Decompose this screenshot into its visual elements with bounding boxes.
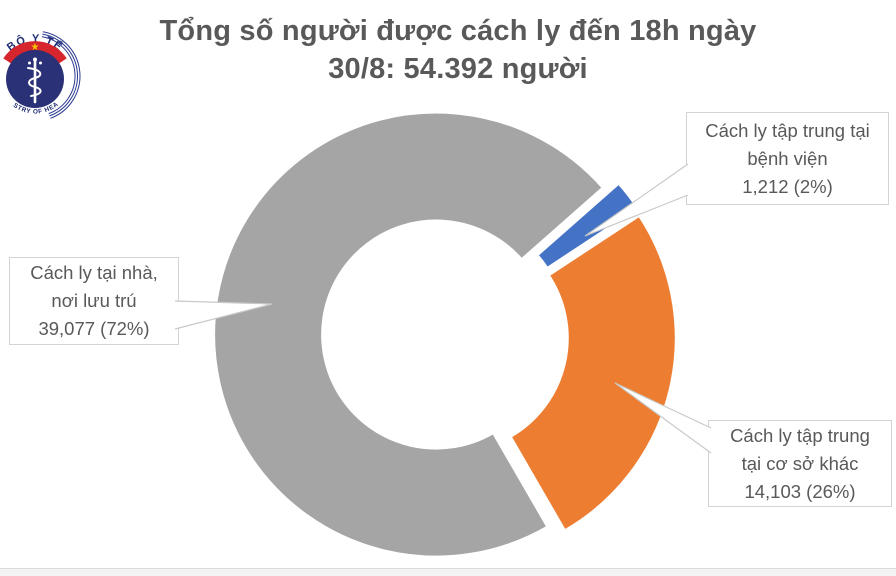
label-benh-vien-line2: bệnh viện [747,147,828,169]
logo-star-icon: ★ [31,42,40,53]
chart-title-line1: Tổng số người được cách ly đến 18h ngày [159,15,757,47]
label-nha-value: 39,077 (72%) [38,318,150,339]
label-co-so-khac-value: 14,103 (26%) [744,480,856,502]
label-box-benh-vien: Cách ly tập trung tại bệnh viện 1,212 (2… [686,112,889,205]
bottom-window-edge [0,568,896,576]
ministry-of-health-logo: BỘ Y TẾ ★ MINISTRY OF HEALTH [0,16,81,119]
label-nha-line2: nơi lưu trú [51,290,137,311]
label-co-so-khac-line1: Cách ly tập trung [730,424,870,446]
donut-slices [213,111,677,558]
logo-red-band [3,41,67,64]
logo-decorative-arcs [41,31,81,119]
chart-title-line2: 30/8: 54.392 người [328,53,588,85]
label-co-so-khac-line2: tại cơ sở khác [741,452,859,474]
slice-nha [213,111,605,558]
slice-co-so-khac [509,214,677,532]
label-benh-vien-value: 1,212 (2%) [742,175,833,197]
label-box-nha: Cách ly tại nhà, nơi lưu trú 39,077 (72%… [9,257,179,345]
label-benh-vien-line1: Cách ly tập trung tại [705,119,870,141]
chart-title: Tổng số người được cách ly đến 18h ngày … [60,12,856,88]
label-nha-line1: Cách ly tại nhà, [30,262,158,283]
label-box-co-so-khac: Cách ly tập trung tại cơ sở khác 14,103 … [708,420,892,507]
asclepius-staff-icon [27,57,42,104]
